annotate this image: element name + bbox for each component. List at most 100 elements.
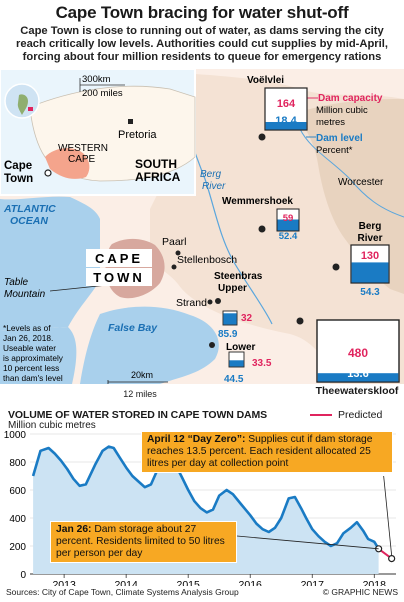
label-berg-river-1: Berg: [200, 169, 222, 180]
key-capacity-unit-2: metres: [316, 117, 345, 128]
y-tick-label: 200: [9, 542, 26, 553]
map-note-line-3: Useable water: [3, 343, 56, 353]
globe-africa-icon: [17, 94, 28, 115]
inset-label-cape-town-1: Cape: [4, 160, 32, 172]
atlantic-ocean-water: [0, 196, 100, 331]
dam-theewaterskloof-level-fill: [317, 373, 399, 382]
chart-title: VOLUME OF WATER STORED IN CAPE TOWN DAMS: [8, 409, 268, 421]
footer-sources: Sources: City of Cape Town, Climate Syst…: [6, 587, 239, 597]
dam-berg-river-name-2: River: [357, 233, 382, 244]
map-note-line-1: *Levels as of: [3, 323, 51, 333]
label-mountain: Mountain: [4, 289, 46, 300]
page-subtitle: Cape Town is close to running out of wat…: [16, 25, 388, 63]
label-berg-river-2: River: [202, 181, 226, 192]
river-line-east: [299, 128, 404, 218]
inset-label-africa: AFRICA: [135, 170, 181, 184]
label-false-bay: False Bay: [108, 322, 158, 334]
jan26-leader: [236, 535, 379, 550]
x-tick-label: 2013: [52, 579, 76, 586]
dam-theewaterskloof: 480 13.6: [296, 317, 400, 383]
dam-steenbras-upper-level-fill: [223, 313, 237, 325]
label-paarl: Paarl: [162, 236, 187, 248]
footer-credit: © GRAPHIC NEWS: [322, 587, 398, 597]
label-cape-town-2: TOWN: [93, 270, 144, 285]
strand-marker: [207, 299, 213, 305]
western-cape-shape: [45, 148, 90, 179]
key-level-percent: Percent*: [316, 145, 353, 156]
label-worcester: Worcester: [338, 177, 384, 188]
dam-lower-capacity: 33.5: [252, 358, 272, 369]
dam-steenbras-upper-level: 85.9: [218, 329, 238, 340]
dam-berg-river-level-fill: [351, 262, 389, 283]
dam-lower-level-fill: [229, 360, 244, 367]
dam-berg-river-name-1: Berg: [359, 221, 382, 232]
day-zero-leader: [383, 475, 393, 556]
inset-label-cape-town-2: Town: [4, 173, 33, 185]
x-tick-label: 2014: [114, 579, 138, 586]
inset-label-cape: CAPE: [68, 154, 96, 165]
dam-voelvlei-level: 18.4: [275, 115, 297, 127]
dam-wemmershoek-level-fill: [277, 219, 299, 231]
dam-wemmershoek-capacity: 59: [283, 213, 294, 224]
y-tick-label: 400: [9, 514, 26, 525]
page-title: Cape Town bracing for water shut-off: [55, 3, 349, 22]
dam-voelvlei-name: Voëlvlei: [247, 75, 284, 86]
stellenbosch-marker: [171, 264, 177, 270]
map-note-line-2: Jan 26, 2018.: [3, 333, 53, 343]
map-note-line-5: 10 percent less: [3, 363, 59, 373]
inset-scale-miles: 200 miles: [82, 88, 123, 99]
chart-y-unit: Million cubic metres: [8, 420, 96, 431]
dam-steenbras-upper-capacity: 32: [241, 313, 253, 324]
legend-predicted-label: Predicted: [338, 409, 383, 421]
predicted-point: [388, 555, 396, 563]
dam-lower-marker: [209, 342, 215, 348]
legend-predicted-swatch: [310, 414, 332, 416]
dam-steenbras-name-2: Upper: [218, 283, 247, 294]
dam-berg-river: Berg River 130 54.3: [332, 221, 390, 298]
inset-scale-km: 300km: [82, 74, 111, 85]
dam-berg-river-level: 54.3: [360, 287, 380, 298]
day-zero-text: Supplies cut if dam storage reaches 13.5…: [147, 434, 373, 469]
dam-voelvlei-capacity: 164: [277, 98, 296, 110]
inset-label-western: WESTERN: [58, 143, 108, 154]
label-cape-town-1: CAPE: [95, 251, 143, 266]
dam-theewaterskloof-capacity: 480: [348, 346, 368, 360]
x-tick-label: 2017: [301, 579, 325, 586]
dam-steenbras-lower: Lower 33.5 44.5: [209, 342, 272, 384]
dam-theewaterskloof-marker: [296, 317, 304, 325]
dam-map: 300km 200 miles Pretoria WESTERN CAPE SO…: [0, 69, 404, 384]
label-atlantic: ATLANTIC: [3, 203, 56, 215]
dam-theewaterskloof-level: 13.6: [347, 368, 368, 380]
cape-town-marker: [44, 169, 52, 177]
label-table: Table: [4, 277, 29, 288]
map-scale-miles: 12 miles: [123, 389, 157, 399]
dam-wemmershoek-name: Wemmershoek: [222, 196, 293, 207]
x-tick-label: 2016: [239, 579, 263, 586]
dam-steenbras-upper-marker: [215, 298, 221, 304]
key-dam-capacity: Dam capacity: [318, 93, 383, 104]
dam-berg-river-capacity: 130: [361, 250, 379, 262]
dam-voelvlei: Voëlvlei 164 18.4: [247, 75, 308, 141]
map-note-line-6: than dam's level: [3, 373, 63, 383]
dam-voelvlei-level-fill: [265, 122, 307, 130]
dam-wemmershoek-level: 52.4: [279, 231, 298, 242]
label-ocean: OCEAN: [10, 215, 48, 227]
label-strand: Strand: [176, 297, 207, 309]
dam-steenbras-name-1: Steenbras: [214, 271, 263, 282]
dam-voelvlei-marker: [258, 133, 266, 141]
inset-label-pretoria: Pretoria: [118, 129, 157, 141]
key-dam-level: Dam level: [316, 133, 363, 144]
chart-legend: Predicted: [310, 409, 382, 421]
map-scale-km: 20km: [131, 370, 153, 380]
y-tick-label: 600: [9, 486, 26, 497]
dam-steenbras-upper: Steenbras Upper 32 85.9: [214, 271, 263, 340]
jan26-heading: Jan 26:: [56, 524, 92, 535]
false-bay-water: [80, 306, 219, 384]
dam-wemmershoek-marker: [258, 225, 266, 233]
jan26-text: Dam storage about 27 percent. Residents …: [56, 524, 225, 559]
globe-highlight-icon: [28, 107, 33, 111]
day-zero-heading: April 12 “Day Zero”:: [147, 434, 246, 445]
sea-southwest: [0, 327, 77, 384]
y-tick-label: 800: [9, 458, 26, 469]
day-zero-callout: April 12 “Day Zero”: Supplies cut if dam…: [141, 431, 393, 473]
